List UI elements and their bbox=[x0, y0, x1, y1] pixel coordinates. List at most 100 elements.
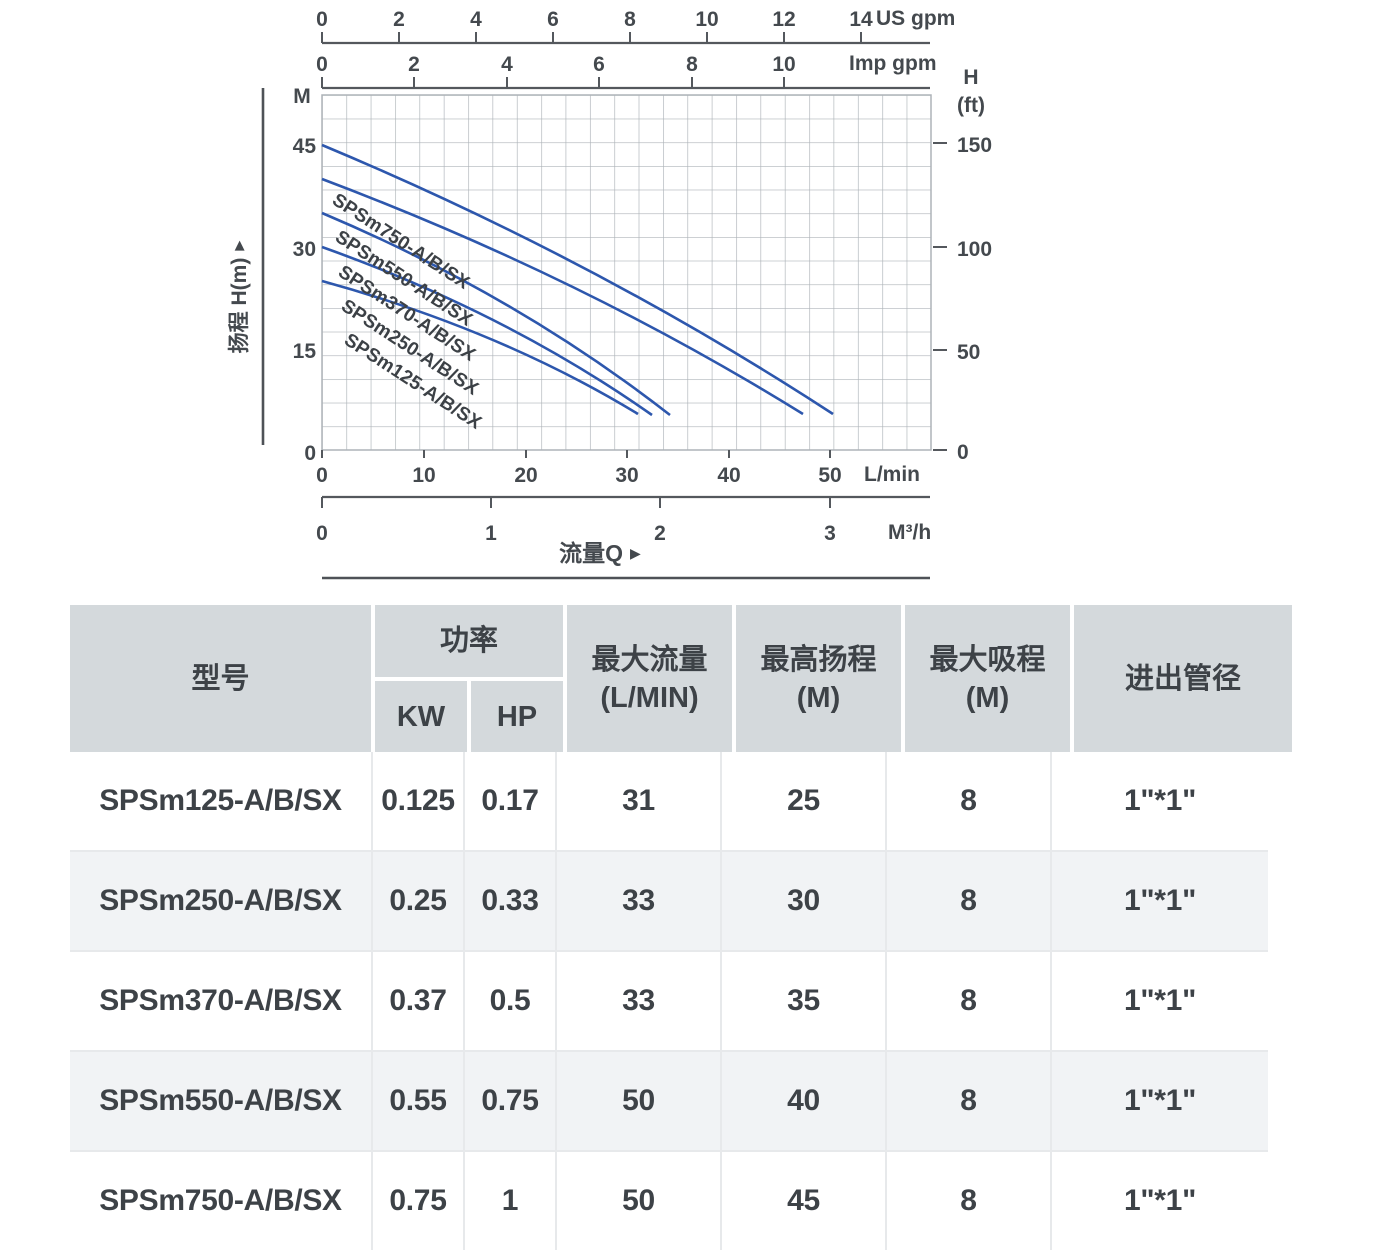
cell-hp: 0.5 bbox=[463, 952, 555, 1050]
header-max-suction-line2: (M) bbox=[965, 681, 1010, 714]
us-gpm-tick: 14 bbox=[849, 8, 873, 31]
header-kw: KW bbox=[375, 681, 467, 752]
cell-hp: 1 bbox=[463, 1152, 555, 1250]
header-max-suction: 最大吸程 (M) bbox=[905, 605, 1070, 752]
head-axis-arrow-icon: ▶ bbox=[231, 241, 246, 251]
us-gpm-tick: 10 bbox=[695, 8, 718, 31]
imp-gpm-tick: 10 bbox=[772, 53, 795, 76]
m3h-axis-ticks bbox=[321, 497, 831, 508]
imp-gpm-axis-ticks bbox=[321, 77, 785, 88]
m3h-tick: 0 bbox=[316, 522, 328, 545]
cell-head: 35 bbox=[720, 952, 885, 1050]
cell-head: 30 bbox=[720, 852, 885, 950]
cell-suction: 8 bbox=[885, 752, 1050, 850]
cell-model: SPSm550-A/B/SX bbox=[99, 1084, 342, 1117]
header-power-group: 功率 bbox=[375, 605, 563, 677]
l-min-tick: 10 bbox=[412, 464, 435, 487]
l-min-tick: 20 bbox=[514, 464, 537, 487]
flow-axis-title-text: 流量Q bbox=[559, 540, 623, 566]
m-tick: 30 bbox=[293, 238, 316, 261]
cell-hp: 0.33 bbox=[463, 852, 555, 950]
chart-grid bbox=[322, 95, 931, 450]
curve-spsm125 bbox=[321, 279, 639, 416]
imp-gpm-tick: 4 bbox=[501, 53, 513, 76]
spec-table-body: SPSm125-A/B/SX 0.125 0.17 31 25 8 1"*1" … bbox=[70, 752, 1268, 1250]
cell-suction: 8 bbox=[885, 852, 1050, 950]
spec-table-header: 型号 功率 KW HP 最大流量 (L/MIN) 最高扬程 (M) 最大吸程 (M) … bbox=[70, 605, 1292, 752]
header-hp: HP bbox=[471, 681, 563, 752]
curve-spsm370 bbox=[321, 211, 671, 417]
header-model: 型号 bbox=[70, 605, 371, 752]
cell-model: SPSm125-A/B/SX bbox=[99, 784, 342, 817]
cell-model: SPSm370-A/B/SX bbox=[99, 984, 342, 1017]
ft-corner-label-ft: (ft) bbox=[957, 94, 985, 117]
ft-tick: 100 bbox=[957, 238, 992, 261]
cell-pipe: 1"*1" bbox=[1050, 752, 1268, 850]
imp-gpm-tick: 2 bbox=[408, 53, 420, 76]
us-gpm-tick: 0 bbox=[316, 8, 328, 31]
cell-suction: 8 bbox=[885, 952, 1050, 1050]
head-axis-title: 扬程 H(m) ▶ bbox=[228, 241, 251, 354]
curve-spsm550 bbox=[321, 177, 804, 416]
ft-corner-label-h: H bbox=[963, 66, 978, 89]
table-row: SPSm370-A/B/SX 0.37 0.5 33 35 8 1"*1" bbox=[70, 950, 1268, 1050]
head-axis-title-text: 扬程 H(m) bbox=[228, 258, 251, 354]
cell-flow: 50 bbox=[555, 1052, 720, 1150]
us-gpm-tick: 4 bbox=[470, 8, 482, 31]
l-min-axis-ticks bbox=[321, 450, 831, 458]
l-min-tick: 0 bbox=[316, 464, 328, 487]
l-min-unit: L/min bbox=[864, 463, 920, 486]
header-max-suction-line1: 最大吸程 bbox=[929, 643, 1046, 676]
m-tick: 0 bbox=[304, 442, 316, 465]
table-row: SPSm750-A/B/SX 0.75 1 50 45 8 1"*1" bbox=[70, 1150, 1268, 1250]
m-tick: 45 bbox=[293, 135, 317, 158]
imp-gpm-tick: 6 bbox=[593, 53, 605, 76]
imp-gpm-tick: 0 bbox=[316, 53, 328, 76]
header-max-head-line1: 最高扬程 bbox=[760, 643, 877, 676]
flow-axis-title: 流量Q ▶ bbox=[559, 540, 641, 566]
ft-tick: 0 bbox=[957, 441, 969, 464]
cell-head: 40 bbox=[720, 1052, 885, 1150]
m-tick: 15 bbox=[293, 340, 317, 363]
cell-head: 25 bbox=[720, 752, 885, 850]
ft-tick: 50 bbox=[957, 341, 980, 364]
imp-gpm-unit: Imp gpm bbox=[849, 52, 937, 75]
header-max-flow-line2: (L/MIN) bbox=[600, 681, 699, 714]
us-gpm-tick: 8 bbox=[624, 8, 636, 31]
header-pipe: 进出管径 bbox=[1074, 605, 1292, 752]
cell-kw: 0.37 bbox=[371, 952, 463, 1050]
l-min-tick: 30 bbox=[615, 464, 638, 487]
ft-axis-ticks bbox=[933, 142, 947, 451]
m3h-tick: 1 bbox=[485, 522, 497, 545]
header-max-flow-line1: 最大流量 bbox=[591, 643, 708, 676]
table-row: SPSm550-A/B/SX 0.55 0.75 50 40 8 1"*1" bbox=[70, 1050, 1268, 1150]
table-row: SPSm250-A/B/SX 0.25 0.33 33 30 8 1"*1" bbox=[70, 850, 1268, 950]
l-min-tick: 50 bbox=[818, 464, 841, 487]
cell-kw: 0.25 bbox=[371, 852, 463, 950]
cell-kw: 0.55 bbox=[371, 1052, 463, 1150]
m3h-tick: 2 bbox=[654, 522, 666, 545]
spec-table: 型号 功率 KW HP 最大流量 (L/MIN) 最高扬程 (M) 最大吸程 (M) … bbox=[70, 605, 1292, 1250]
cell-flow: 33 bbox=[555, 852, 720, 950]
cell-flow: 31 bbox=[555, 752, 720, 850]
cell-hp: 0.75 bbox=[463, 1052, 555, 1150]
cell-pipe: 1"*1" bbox=[1050, 1152, 1268, 1250]
cell-suction: 8 bbox=[885, 1152, 1050, 1250]
ft-tick: 150 bbox=[957, 134, 992, 157]
pump-curve-svg: 0 2 4 6 8 10 12 14 US gpm 0 2 4 6 8 10 I… bbox=[228, 7, 992, 580]
flow-axis-arrow-icon: ▶ bbox=[630, 545, 641, 561]
l-min-tick: 40 bbox=[717, 464, 740, 487]
header-max-head-line2: (M) bbox=[796, 681, 841, 714]
cell-model: SPSm250-A/B/SX bbox=[99, 884, 342, 917]
us-gpm-axis-ticks bbox=[321, 32, 862, 43]
cell-pipe: 1"*1" bbox=[1050, 952, 1268, 1050]
cell-flow: 33 bbox=[555, 952, 720, 1050]
cell-pipe: 1"*1" bbox=[1050, 852, 1268, 950]
cell-pipe: 1"*1" bbox=[1050, 1052, 1268, 1150]
header-max-flow: 最大流量 (L/MIN) bbox=[567, 605, 732, 752]
us-gpm-tick: 2 bbox=[393, 8, 405, 31]
imp-gpm-tick: 8 bbox=[686, 53, 698, 76]
table-row: SPSm125-A/B/SX 0.125 0.17 31 25 8 1"*1" bbox=[70, 752, 1268, 850]
cell-model: SPSm750-A/B/SX bbox=[99, 1184, 342, 1217]
curve-spsm250 bbox=[321, 245, 653, 417]
